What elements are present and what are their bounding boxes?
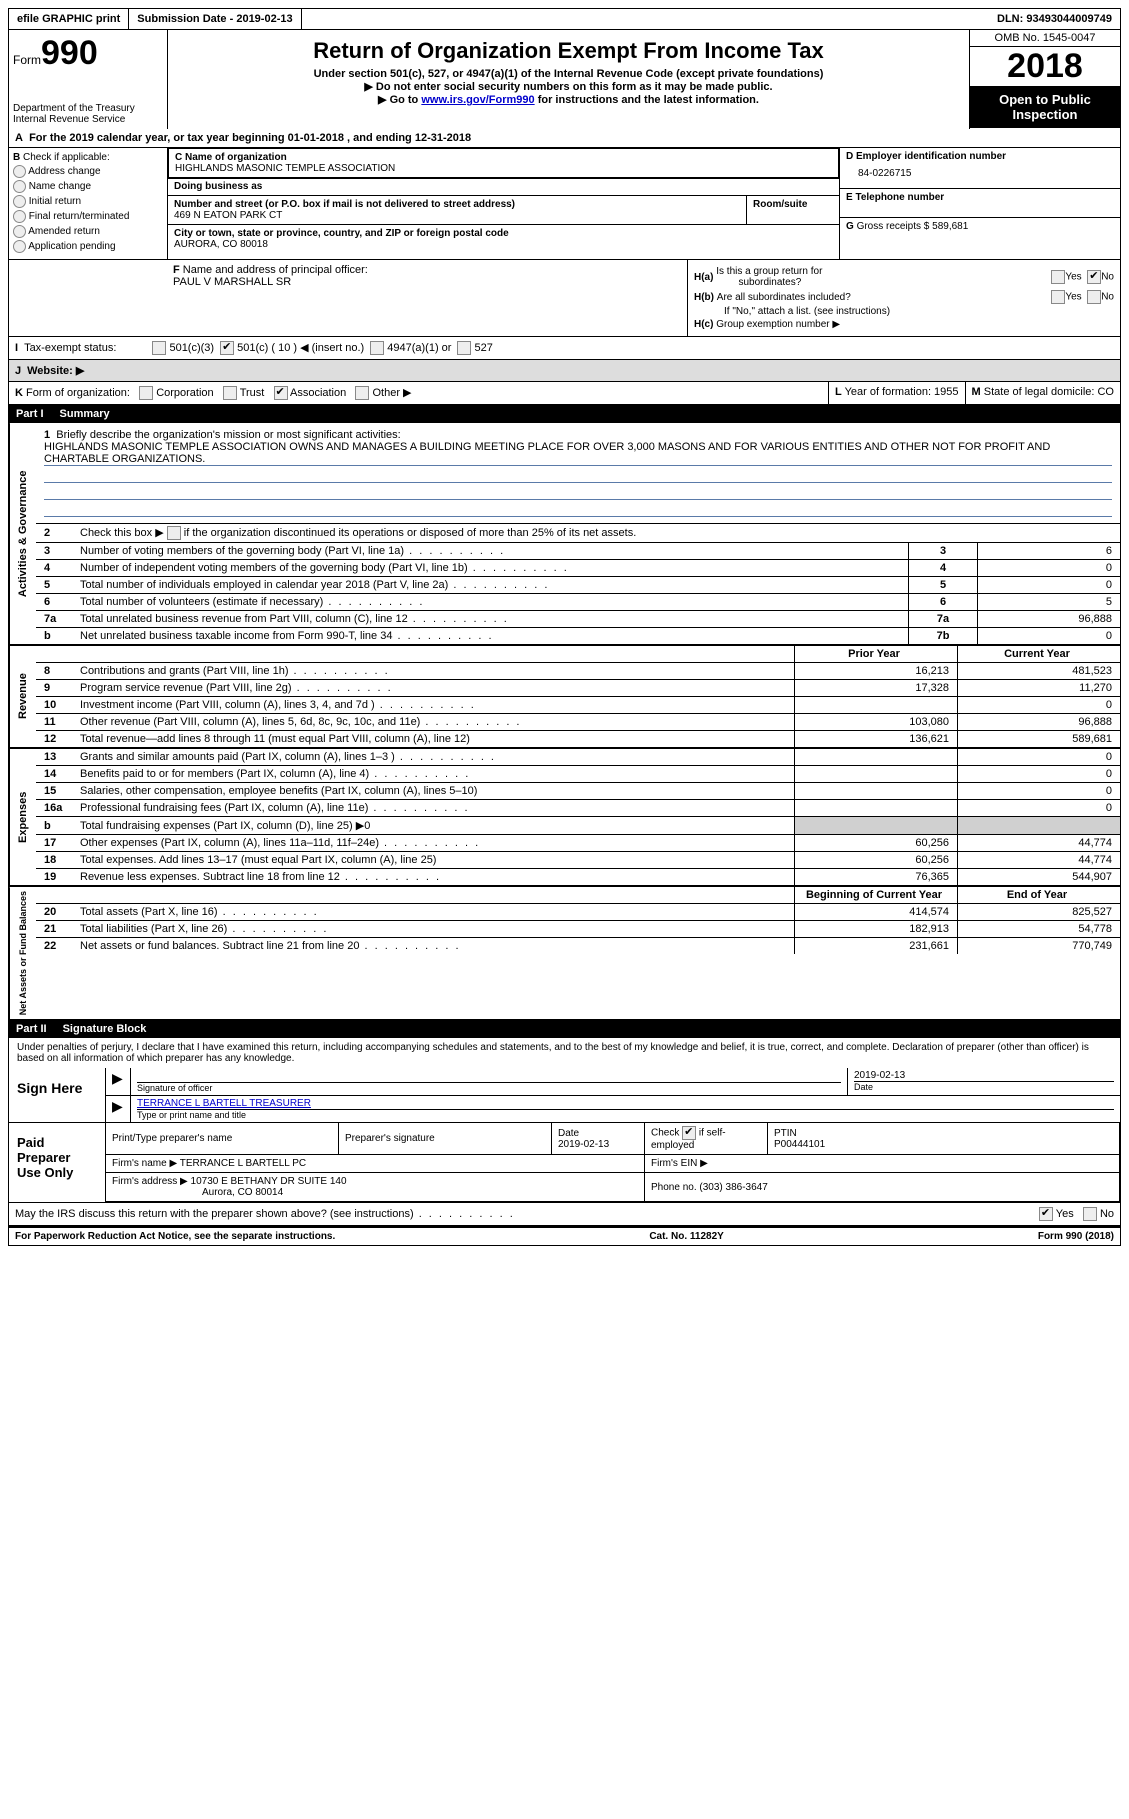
revenue-section: Revenue Prior YearCurrent Year 8Contribu… [8, 646, 1121, 749]
city-state-zip: AURORA, CO 80018 [174, 239, 833, 250]
table-row: 14Benefits paid to or for members (Part … [36, 766, 1120, 783]
k-corp[interactable] [139, 386, 153, 400]
page-footer: For Paperwork Reduction Act Notice, see … [8, 1226, 1121, 1246]
section-f-h: F Name and address of principal officer:… [8, 260, 1121, 337]
ein: 84-0226715 [846, 162, 1114, 185]
table-row: 17Other expenses (Part IX, column (A), l… [36, 835, 1120, 852]
table-row: 8Contributions and grants (Part VIII, li… [36, 663, 1120, 680]
form-title: Return of Organization Exempt From Incom… [172, 38, 965, 64]
table-row: 6Total number of volunteers (estimate if… [36, 594, 1120, 611]
table-row: 19Revenue less expenses. Subtract line 1… [36, 869, 1120, 886]
preparer-table: Print/Type preparer's name Preparer's si… [106, 1123, 1120, 1202]
governance-section: Activities & Governance 1 Briefly descri… [8, 423, 1121, 646]
self-employed-check[interactable] [682, 1126, 696, 1140]
table-row: bNet unrelated business taxable income f… [36, 628, 1120, 645]
form-number: 990 [41, 34, 98, 72]
table-row: bTotal fundraising expenses (Part IX, co… [36, 817, 1120, 835]
open-inspection: Open to Public Inspection [970, 86, 1120, 128]
discuss-no[interactable] [1083, 1207, 1097, 1221]
arrow-icon: ▶ [112, 1070, 123, 1086]
submission-cell: Submission Date - 2019-02-13 [129, 9, 301, 29]
check-pending[interactable]: Application pending [13, 240, 163, 253]
table-row: 5Total number of individuals employed in… [36, 577, 1120, 594]
revenue-table: Prior YearCurrent Year 8Contributions an… [36, 646, 1120, 747]
row-i: I Tax-exempt status: 501(c)(3) 501(c) ( … [8, 337, 1121, 360]
check-final-return[interactable]: Final return/terminated [13, 210, 163, 223]
row-j: J Website: ▶ [8, 360, 1121, 382]
hb-yes[interactable] [1051, 290, 1065, 304]
penalty-declaration: Under penalties of perjury, I declare th… [8, 1038, 1121, 1068]
irs-discuss-row: May the IRS discuss this return with the… [8, 1203, 1121, 1226]
ha-no[interactable] [1087, 270, 1101, 284]
phone-number: (303) 386-3647 [699, 1182, 767, 1193]
expenses-table: 13Grants and similar amounts paid (Part … [36, 749, 1120, 885]
mission-text: HIGHLANDS MASONIC TEMPLE ASSOCIATION OWN… [44, 441, 1112, 466]
check-initial-return[interactable]: Initial return [13, 195, 163, 208]
officer-name-link[interactable]: TERRANCE L BARTELL TREASURER [137, 1098, 311, 1109]
street-address: 469 N EATON PARK CT [174, 210, 740, 221]
hb-no[interactable] [1087, 290, 1101, 304]
table-row: 11Other revenue (Part VIII, column (A), … [36, 714, 1120, 731]
table-row: 20Total assets (Part X, line 16)414,5748… [36, 904, 1120, 921]
col-c: C Name of organization HIGHLANDS MASONIC… [168, 148, 840, 259]
527-check[interactable] [457, 341, 471, 355]
col-b: B Check if applicable: Address change Na… [9, 148, 168, 259]
501c3-check[interactable] [152, 341, 166, 355]
part-ii-header: Part II Signature Block [8, 1020, 1121, 1038]
governance-table: 2Check this box ▶ if the organization di… [36, 523, 1120, 644]
org-name: HIGHLANDS MASONIC TEMPLE ASSOCIATION [175, 163, 832, 174]
section-b-c-d-e: B Check if applicable: Address change Na… [8, 148, 1121, 260]
table-row: 9Program service revenue (Part VIII, lin… [36, 680, 1120, 697]
table-row: 18Total expenses. Add lines 13–17 (must … [36, 852, 1120, 869]
expenses-section: Expenses 13Grants and similar amounts pa… [8, 749, 1121, 887]
dln-cell: DLN: 93493044009749 [989, 9, 1120, 29]
col-d-e-g: D Employer identification number 84-0226… [840, 148, 1120, 259]
check-amended[interactable]: Amended return [13, 225, 163, 238]
netassets-section: Net Assets or Fund Balances Beginning of… [8, 887, 1121, 1020]
table-row: 21Total liabilities (Part X, line 26)182… [36, 921, 1120, 938]
discuss-yes[interactable] [1039, 1207, 1053, 1221]
table-row: 3Number of voting members of the governi… [36, 543, 1120, 560]
tax-year: 2018 [970, 47, 1120, 86]
sign-here-block: Sign Here ▶ Signature of officer 2019-02… [8, 1068, 1121, 1123]
arrow-icon: ▶ [112, 1098, 123, 1114]
irs-link[interactable]: www.irs.gov/Form990 [421, 94, 534, 106]
table-row: 10Investment income (Part VIII, column (… [36, 697, 1120, 714]
form-header: Form990 Department of the Treasury Inter… [8, 30, 1121, 129]
netassets-table: Beginning of Current YearEnd of Year 20T… [36, 887, 1120, 954]
501c-check[interactable] [220, 341, 234, 355]
table-row: 16aProfessional fundraising fees (Part I… [36, 800, 1120, 817]
4947-check[interactable] [370, 341, 384, 355]
top-bar: efile GRAPHIC print Submission Date - 20… [8, 8, 1121, 30]
row-k-l-m: K Form of organization: Corporation Trus… [8, 382, 1121, 405]
gross-receipts: Gross receipts $ 589,681 [857, 221, 969, 232]
table-row: 13Grants and similar amounts paid (Part … [36, 749, 1120, 766]
part-i-header: Part I Summary [8, 405, 1121, 423]
table-row: 4Number of independent voting members of… [36, 560, 1120, 577]
efile-label: efile GRAPHIC print [9, 9, 129, 29]
ha-yes[interactable] [1051, 270, 1065, 284]
table-row: 22Net assets or fund balances. Subtract … [36, 938, 1120, 955]
firm-name: TERRANCE L BARTELL PC [180, 1158, 306, 1169]
check-name-change[interactable]: Name change [13, 180, 163, 193]
table-row: 15Salaries, other compensation, employee… [36, 783, 1120, 800]
check-address-change[interactable]: Address change [13, 165, 163, 178]
table-row: 7aTotal unrelated business revenue from … [36, 611, 1120, 628]
omb-number: OMB No. 1545-0047 [970, 30, 1120, 47]
k-other[interactable] [355, 386, 369, 400]
line2-check[interactable] [167, 526, 181, 540]
k-trust[interactable] [223, 386, 237, 400]
row-a: A For the 2019 calendar year, or tax yea… [8, 129, 1121, 148]
paid-preparer-block: Paid Preparer Use Only Print/Type prepar… [8, 1123, 1121, 1203]
principal-officer: PAUL V MARSHALL SR [173, 276, 681, 288]
k-assoc[interactable] [274, 386, 288, 400]
table-row: 12Total revenue—add lines 8 through 11 (… [36, 731, 1120, 748]
